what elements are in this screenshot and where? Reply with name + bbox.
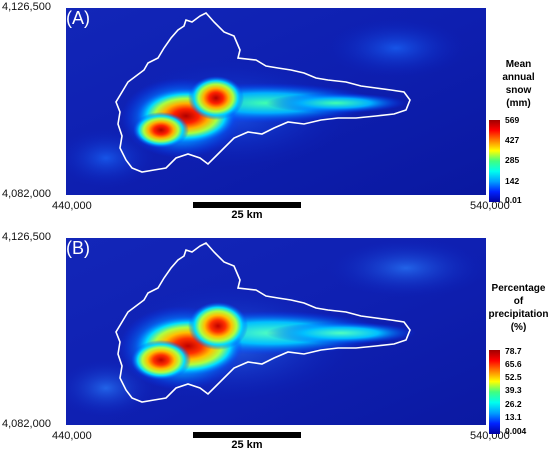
- snow-map: (A): [66, 8, 486, 195]
- northing-bottom-label: 4,082,000: [2, 188, 51, 200]
- legend-tick: 427: [505, 135, 520, 145]
- legend-title-line: precipitation: [488, 309, 549, 320]
- legend-tick: 26.2: [505, 399, 522, 409]
- legend-tick: 285: [505, 155, 520, 165]
- scale-bar: [193, 202, 301, 208]
- northing-top-label: 4,126,500: [2, 1, 51, 13]
- northing-top-label: 4,126,500: [2, 231, 51, 243]
- scale-bar: [193, 432, 301, 438]
- legend-tick: 39.3: [505, 385, 522, 395]
- snow-raster: [66, 8, 486, 195]
- legend-title-line: (mm): [506, 98, 531, 109]
- legend-snow: Mean annual snow (mm) 569 427 285 142 0.…: [487, 40, 550, 210]
- legend-tick: 142: [505, 176, 520, 186]
- legend-title-line: of: [513, 296, 524, 307]
- panel-b: (B) 4,126,500 4,082,000 440,000 540,000 …: [0, 230, 550, 455]
- easting-left-label: 440,000: [52, 200, 92, 212]
- precipitation-raster: [66, 238, 486, 425]
- legend-tick: 569: [505, 115, 520, 125]
- panel-letter: (B): [66, 238, 90, 258]
- panel-a: (A) 4,126,500 4,082,000 440,000 540,000 …: [0, 0, 550, 225]
- watershed-boundary: [115, 12, 411, 173]
- panel-letter: (A): [66, 8, 90, 28]
- scale-bar-label: 25 km: [231, 209, 263, 221]
- northing-bottom-label: 4,082,000: [2, 418, 51, 430]
- legend-tick: 0.004: [505, 426, 527, 436]
- legend-title-line: Mean: [505, 59, 532, 70]
- legend-tick: 65.6: [505, 359, 522, 369]
- color-ramp: [489, 350, 500, 434]
- legend-title-line: (%): [510, 322, 527, 333]
- color-ramp: [489, 120, 500, 202]
- legend-title-line: snow: [505, 85, 532, 96]
- easting-left-label: 440,000: [52, 430, 92, 442]
- legend-tick: 52.5: [505, 372, 522, 382]
- watershed-boundary: [115, 242, 411, 403]
- precipitation-map: (B): [66, 238, 486, 425]
- legend-title-line: Percentage: [491, 283, 546, 294]
- legend-title-line: annual: [502, 72, 535, 83]
- scale-bar-label: 25 km: [231, 439, 263, 451]
- easting-right-label: 540,000: [470, 200, 510, 212]
- legend-precipitation: Percentage of precipitation (%) 78.7 65.…: [487, 270, 550, 440]
- legend-tick: 78.7: [505, 346, 522, 356]
- legend-tick: 0.01: [505, 195, 522, 205]
- legend-tick: 13.1: [505, 412, 522, 422]
